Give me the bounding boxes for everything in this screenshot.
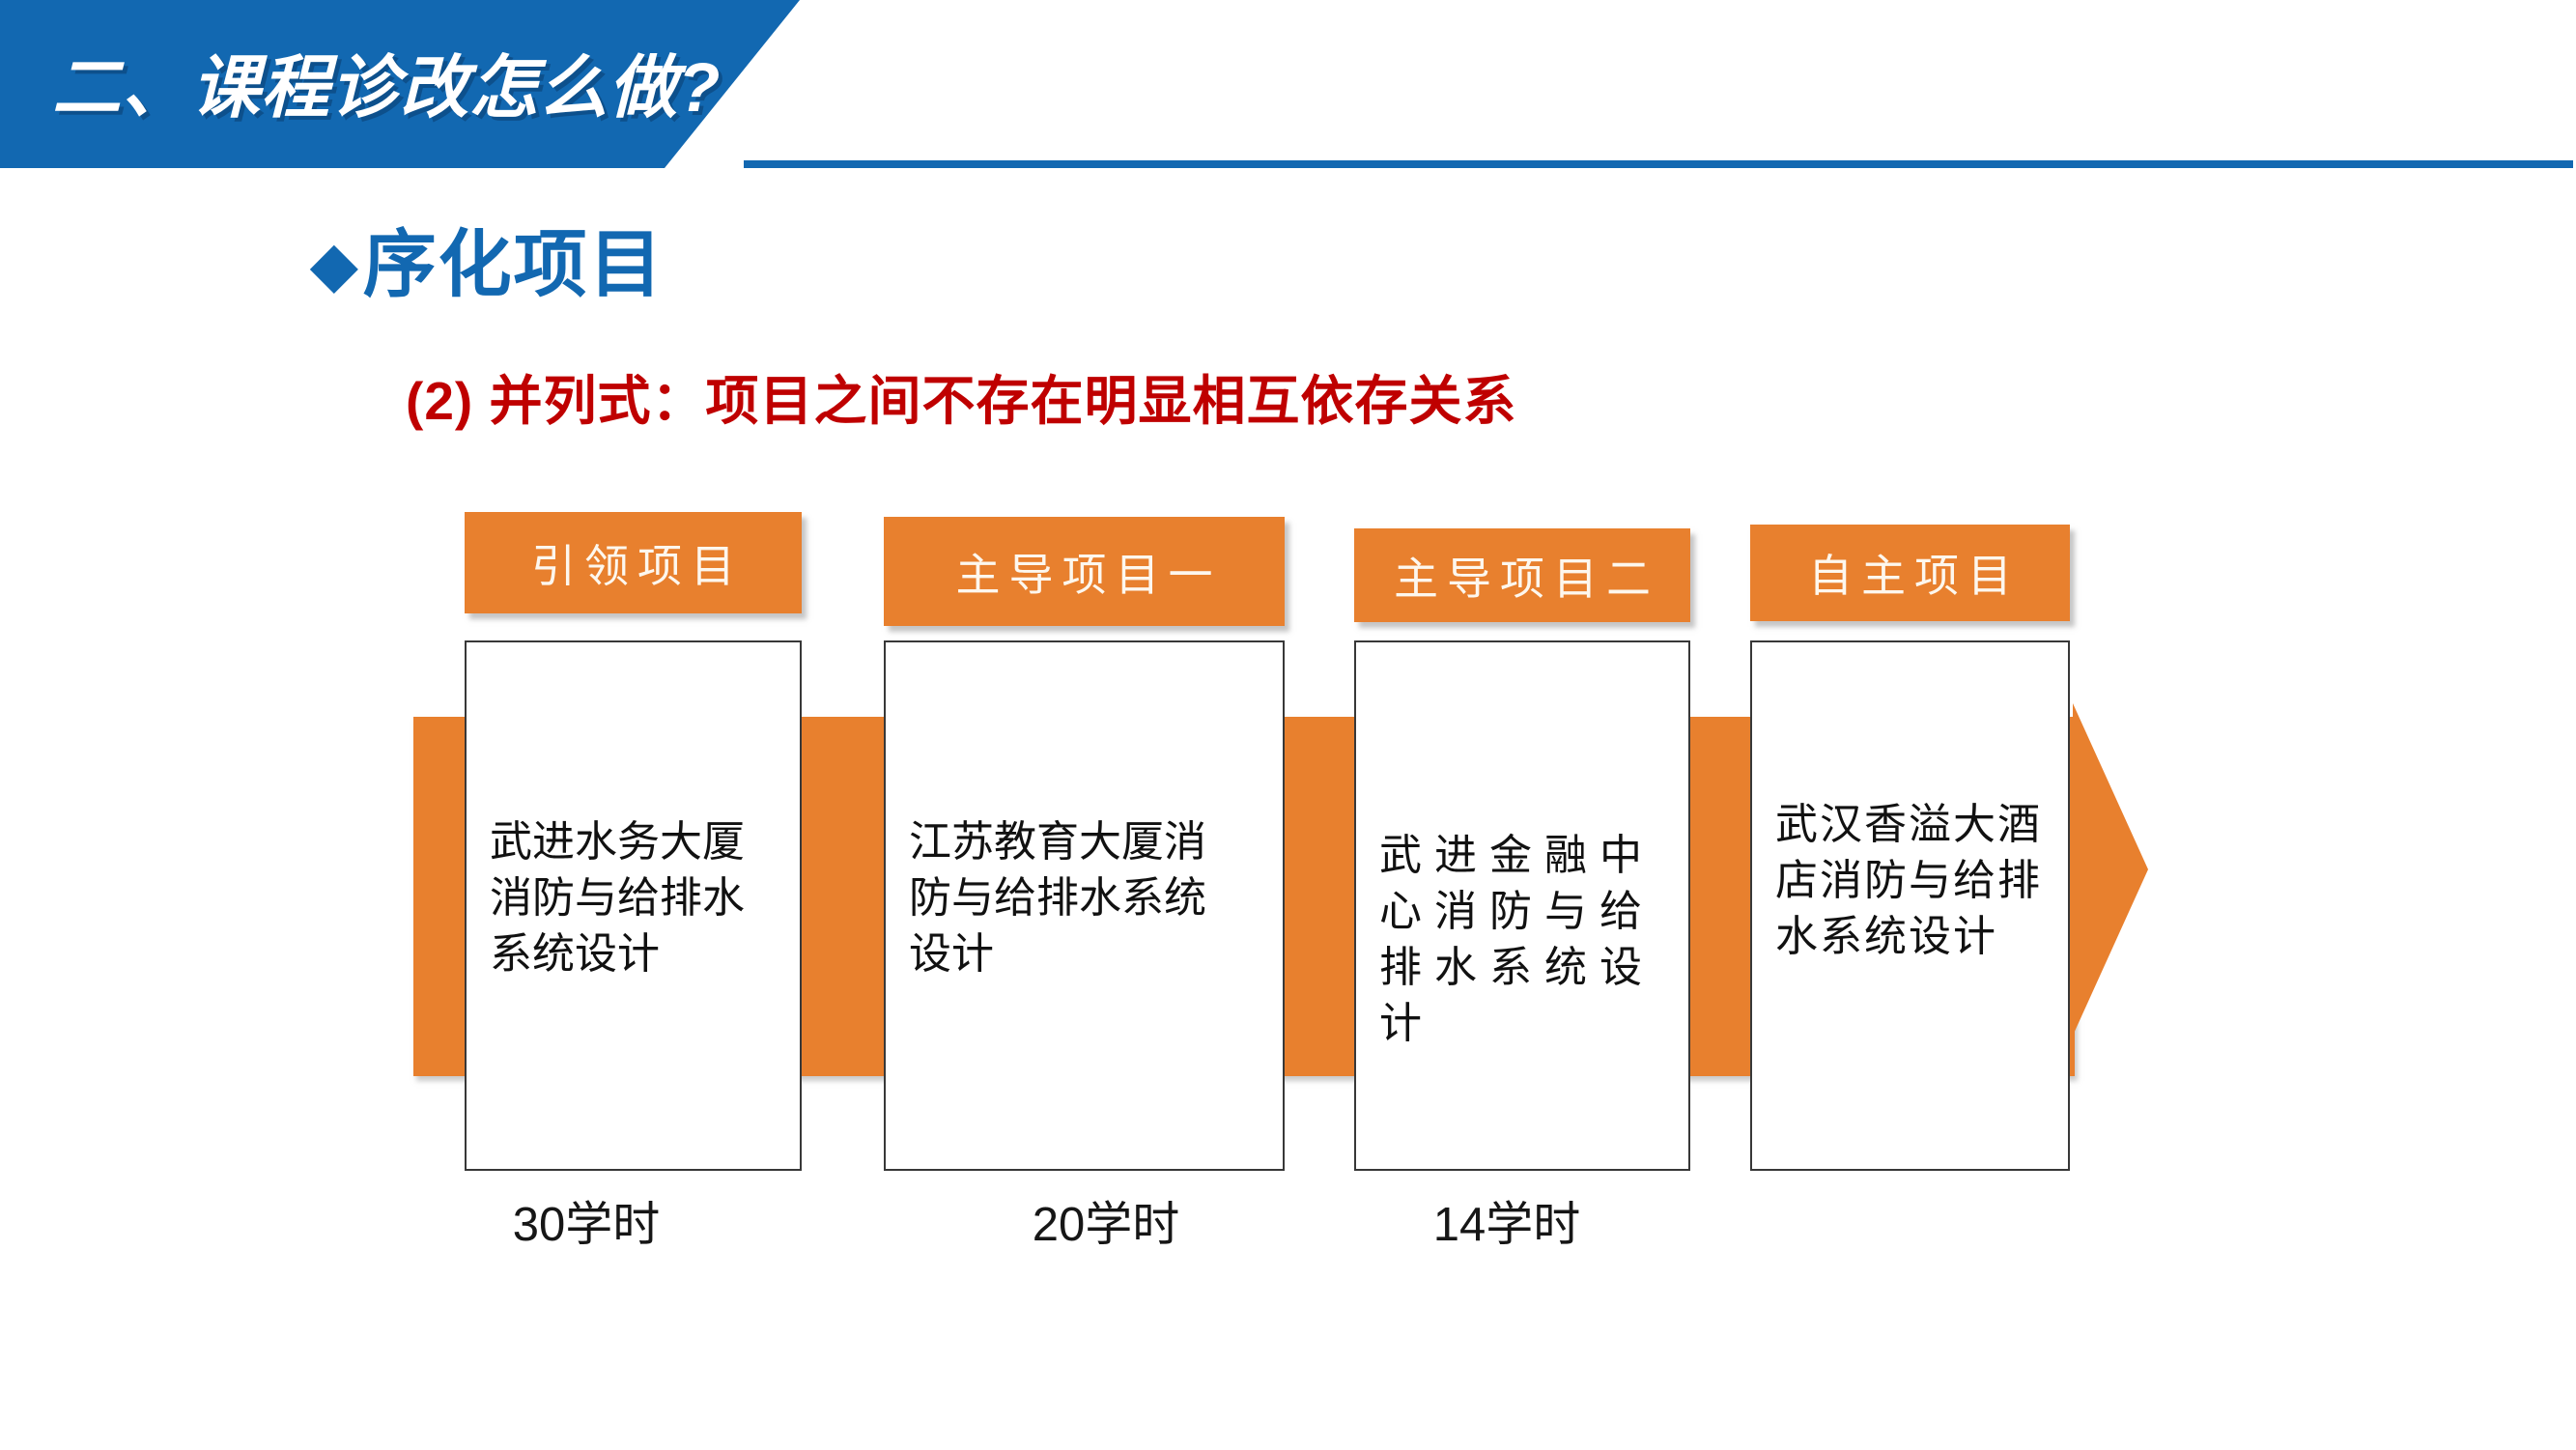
- section-heading: ◆ 序化项目: [311, 225, 665, 306]
- project-box-2: 江苏教育大厦消 防与给排水系统 设计: [884, 640, 1285, 1171]
- project-body-2: 江苏教育大厦消 防与给排水系统 设计: [909, 818, 1206, 978]
- project-hours-1: 30学时: [512, 1199, 661, 1251]
- process-arrow-head-icon: [2073, 703, 2148, 1036]
- project-hours-2: 20学时: [1032, 1199, 1180, 1251]
- project-body-4: 武汉香溢大酒 店消防与给排 水系统设计: [1775, 801, 2042, 960]
- project-box-3: 武进金融中 心消防与给 排水系统设 计: [1354, 640, 1690, 1171]
- title-underline: [744, 160, 2573, 168]
- diamond-bullet-icon: ◆: [311, 231, 357, 299]
- page-title: 二、课程诊改怎么做?: [52, 49, 722, 127]
- project-hours-3: 14学时: [1432, 1199, 1581, 1251]
- project-box-4: 武汉香溢大酒 店消防与给排 水系统设计: [1750, 640, 2070, 1171]
- project-body-1: 武进水务大厦 消防与给排水 系统设计: [490, 818, 745, 978]
- title-banner: 二、课程诊改怎么做?: [0, 0, 800, 168]
- project-header-3: 主导项目二: [1354, 528, 1690, 622]
- project-header-4: 自主项目: [1750, 525, 2070, 621]
- subtitle: (2) 并列式：项目之间不存在明显相互依存关系: [406, 371, 1517, 431]
- project-header-1: 引领项目: [465, 512, 802, 613]
- project-box-1: 武进水务大厦 消防与给排水 系统设计: [465, 640, 802, 1171]
- project-body-3: 武进金融中 心消防与给 排水系统设 计: [1379, 832, 1655, 1047]
- section-title: 序化项目: [362, 224, 665, 306]
- project-header-2: 主导项目一: [884, 517, 1285, 626]
